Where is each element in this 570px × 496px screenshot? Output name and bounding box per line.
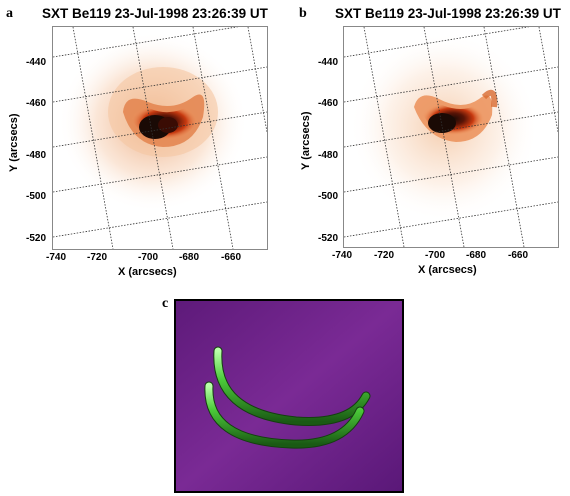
panel-a-xtick: -720: [86, 252, 107, 263]
panel-b-xtick: -660: [507, 250, 528, 261]
panel-a-ytick: -500: [25, 191, 46, 202]
panel-a-image: [52, 26, 268, 250]
panel-c-render: [174, 299, 404, 493]
panel-a-letter: a: [6, 6, 13, 21]
panel-b-xtick: -740: [331, 250, 352, 261]
panel-b-xtick: -720: [373, 250, 394, 261]
panel-a-xtick: -740: [45, 252, 66, 263]
panel-b-ytick: -440: [317, 57, 338, 68]
panel-a-ytick: -520: [25, 233, 46, 244]
panel-c-loop-render: [176, 301, 402, 491]
panel-b-xtick: -700: [424, 250, 445, 261]
panel-b-x-label: X (arcsecs): [418, 264, 477, 276]
panel-b-image: [343, 26, 559, 248]
panel-a-x-label: X (arcsecs): [118, 266, 177, 278]
panel-a-xtick: -660: [220, 252, 241, 263]
panel-b-ytick: -520: [317, 233, 338, 244]
panel-a-ytick: -480: [25, 150, 46, 161]
panel-b-ytick: -460: [317, 98, 338, 109]
panel-b-letter: b: [299, 6, 307, 21]
panel-a-ytick: -460: [25, 98, 46, 109]
panel-a-xtick: -680: [178, 252, 199, 263]
panel-b-ytick: -500: [317, 191, 338, 202]
panel-b-sxt-image: [344, 27, 558, 247]
panel-b-y-label: Y (arcsecs): [300, 111, 312, 170]
panel-b-title: SXT Be119 23-Jul-1998 23:26:39 UT: [335, 6, 561, 21]
panel-a-xtick: -700: [137, 252, 158, 263]
panel-c-letter: c: [162, 296, 169, 311]
panel-a-title: SXT Be119 23-Jul-1998 23:26:39 UT: [42, 6, 268, 21]
panel-a-y-label: Y (arcsecs): [8, 113, 20, 172]
panel-a-sxt-image: [53, 27, 267, 249]
panel-b-ytick: -480: [317, 150, 338, 161]
panel-b-xtick: -680: [465, 250, 486, 261]
panel-a-ytick: -440: [25, 57, 46, 68]
